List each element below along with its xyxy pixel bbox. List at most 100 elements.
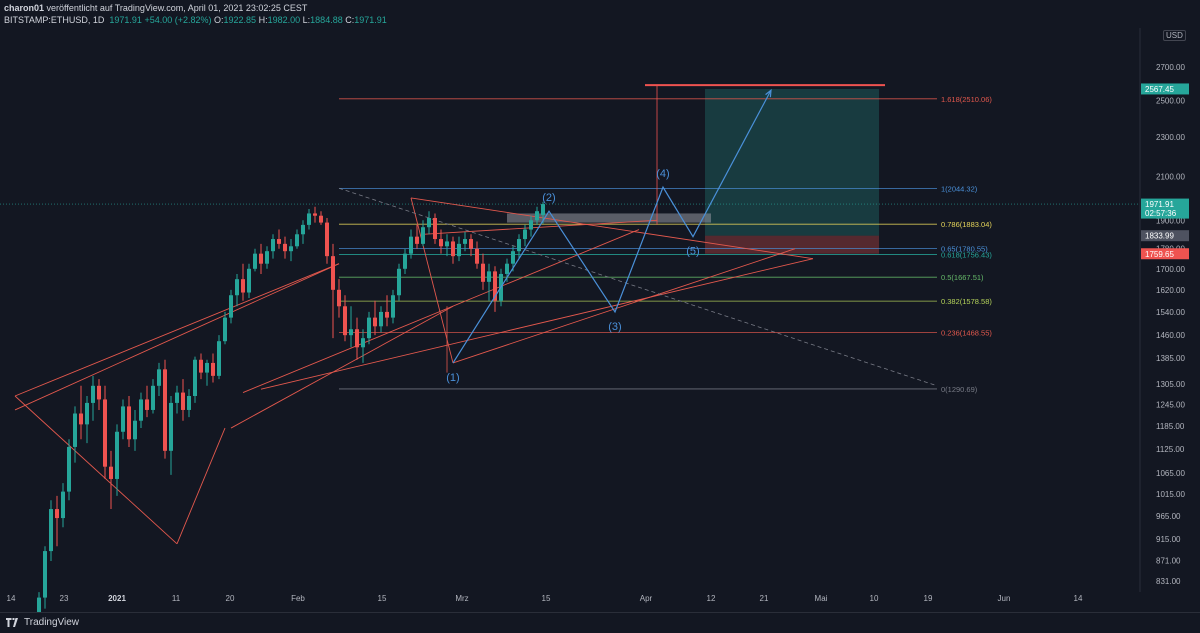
candle-body bbox=[397, 268, 401, 296]
trend-line bbox=[260, 258, 814, 390]
price-tick-label: 1700.00 bbox=[1156, 265, 1185, 274]
price-tick-label: 1185.00 bbox=[1156, 422, 1185, 431]
wave-label: (3) bbox=[608, 321, 621, 333]
wave-label: (1) bbox=[446, 372, 459, 384]
fib-label: 0.618(1756.43) bbox=[941, 251, 992, 260]
candle-body bbox=[37, 597, 41, 625]
publish-text: veröffentlicht auf TradingView.com, Apri… bbox=[46, 3, 308, 13]
price-label-text: 1833.99 bbox=[1145, 232, 1174, 241]
candle-body bbox=[529, 220, 533, 230]
low-value: 1884.88 bbox=[310, 15, 343, 25]
candle-body bbox=[415, 236, 419, 244]
price-label-bg bbox=[1141, 83, 1189, 95]
candle-body bbox=[175, 392, 179, 403]
high-value: 1982.00 bbox=[267, 15, 301, 25]
candle-body bbox=[331, 256, 335, 290]
candle-body bbox=[505, 263, 509, 274]
price-tick-label: 1065.00 bbox=[1156, 469, 1185, 478]
candle-body bbox=[193, 359, 197, 396]
wave-path bbox=[452, 89, 772, 364]
last-price: 1971.91 bbox=[109, 15, 142, 25]
candle-body bbox=[469, 239, 473, 249]
candle-body bbox=[97, 385, 101, 400]
time-tick-label: 21 bbox=[760, 594, 769, 603]
trend-lines bbox=[14, 187, 938, 545]
ohlc-legend: BITSTAMP:ETHUSD, 1D 1971.91 +54.00 (+2.8… bbox=[4, 15, 387, 26]
candle-body bbox=[139, 399, 143, 421]
price-tick-label: 2500.00 bbox=[1156, 97, 1185, 106]
time-tick-label: Mai bbox=[815, 594, 828, 603]
candle-body bbox=[493, 271, 497, 301]
candle-body bbox=[91, 385, 95, 403]
price-tick-label: 1385.00 bbox=[1156, 354, 1185, 363]
price-label-bg bbox=[1141, 248, 1189, 260]
candle-body bbox=[253, 253, 257, 269]
time-tick-label: 19 bbox=[924, 594, 933, 603]
candle-body bbox=[109, 466, 113, 479]
wave-arrowhead bbox=[765, 88, 772, 98]
time-axis[interactable]: 14 23 2021 11 20 Feb 15 Mrz 15 Apr 12 21 Mai 10 19 Jun 1… bbox=[7, 594, 1083, 603]
candle-body bbox=[211, 362, 215, 376]
candle-body bbox=[535, 211, 539, 221]
fib-label: 0.382(1578.58) bbox=[941, 297, 992, 306]
time-tick-label: 15 bbox=[542, 594, 551, 603]
candle-body bbox=[229, 295, 233, 318]
candle-body bbox=[43, 551, 47, 598]
candle-body bbox=[487, 271, 491, 282]
candle-body bbox=[187, 395, 191, 410]
candle-body bbox=[451, 241, 455, 257]
price-tick-label: 1305.00 bbox=[1156, 380, 1185, 389]
close-label: C: bbox=[345, 15, 355, 25]
candle-body bbox=[115, 431, 119, 479]
author-name[interactable]: charon01 bbox=[4, 3, 45, 13]
trend-line bbox=[242, 229, 640, 393]
tradingview-logo[interactable]: TradingView bbox=[6, 617, 79, 628]
candle-body bbox=[463, 239, 467, 244]
price-label-bg bbox=[1141, 198, 1189, 219]
price-tick-label: 2700.00 bbox=[1156, 63, 1185, 72]
price-chart[interactable]: 1.618(2510.06) 1(2044.32) 0.786(1883.04) 0.… bbox=[0, 28, 1200, 632]
brand-name: TradingView bbox=[24, 617, 80, 628]
fib-label: 0.786(1883.04) bbox=[941, 220, 992, 229]
time-tick-label: Feb bbox=[291, 594, 305, 603]
candle-body bbox=[265, 251, 269, 264]
currency-badge[interactable]: USD bbox=[1163, 30, 1186, 41]
price-tick-label: 831.00 bbox=[1156, 577, 1181, 586]
price-axis[interactable]: 2700.002500.002300.002100.001900.001780.… bbox=[1156, 63, 1185, 586]
time-tick-label: 12 bbox=[707, 594, 716, 603]
resistance-box bbox=[507, 213, 711, 223]
candle-body bbox=[385, 311, 389, 318]
candle-body bbox=[127, 406, 131, 440]
candle-body bbox=[247, 268, 251, 293]
candle-body bbox=[349, 329, 353, 336]
candle-body bbox=[271, 239, 275, 252]
trend-line bbox=[230, 305, 454, 429]
price-tick-label: 915.00 bbox=[1156, 535, 1181, 544]
candle-body bbox=[355, 329, 359, 348]
candle-body bbox=[145, 399, 149, 410]
price-label-text: 2567.45 bbox=[1145, 85, 1174, 94]
price-tick-label: 1540.00 bbox=[1156, 308, 1185, 317]
time-tick-label: 14 bbox=[1074, 594, 1083, 603]
candle-body bbox=[307, 213, 311, 225]
footer: TradingView bbox=[0, 612, 1200, 633]
time-tick-label: 20 bbox=[226, 594, 235, 603]
candle-body bbox=[433, 217, 437, 240]
high-label: H: bbox=[258, 15, 268, 25]
time-tick-label: 11 bbox=[172, 594, 181, 603]
candle-body bbox=[361, 338, 365, 348]
candle-body bbox=[541, 204, 545, 216]
candle-body bbox=[61, 491, 65, 519]
fib-label: 1.618(2510.06) bbox=[941, 95, 992, 104]
open-label: O: bbox=[214, 15, 224, 25]
plot-background[interactable] bbox=[0, 28, 1140, 592]
price-tick-label: 2300.00 bbox=[1156, 133, 1185, 142]
close-value: 1971.91 bbox=[354, 15, 387, 25]
price-tick-label: 2100.00 bbox=[1156, 173, 1185, 182]
price-tick-label: 1900.00 bbox=[1156, 216, 1185, 225]
candle-body bbox=[241, 279, 245, 293]
candle-body bbox=[199, 359, 203, 373]
symbol-label[interactable]: BITSTAMP:ETHUSD, 1D bbox=[4, 15, 105, 25]
candle-body bbox=[439, 239, 443, 247]
candle-body bbox=[181, 392, 185, 410]
